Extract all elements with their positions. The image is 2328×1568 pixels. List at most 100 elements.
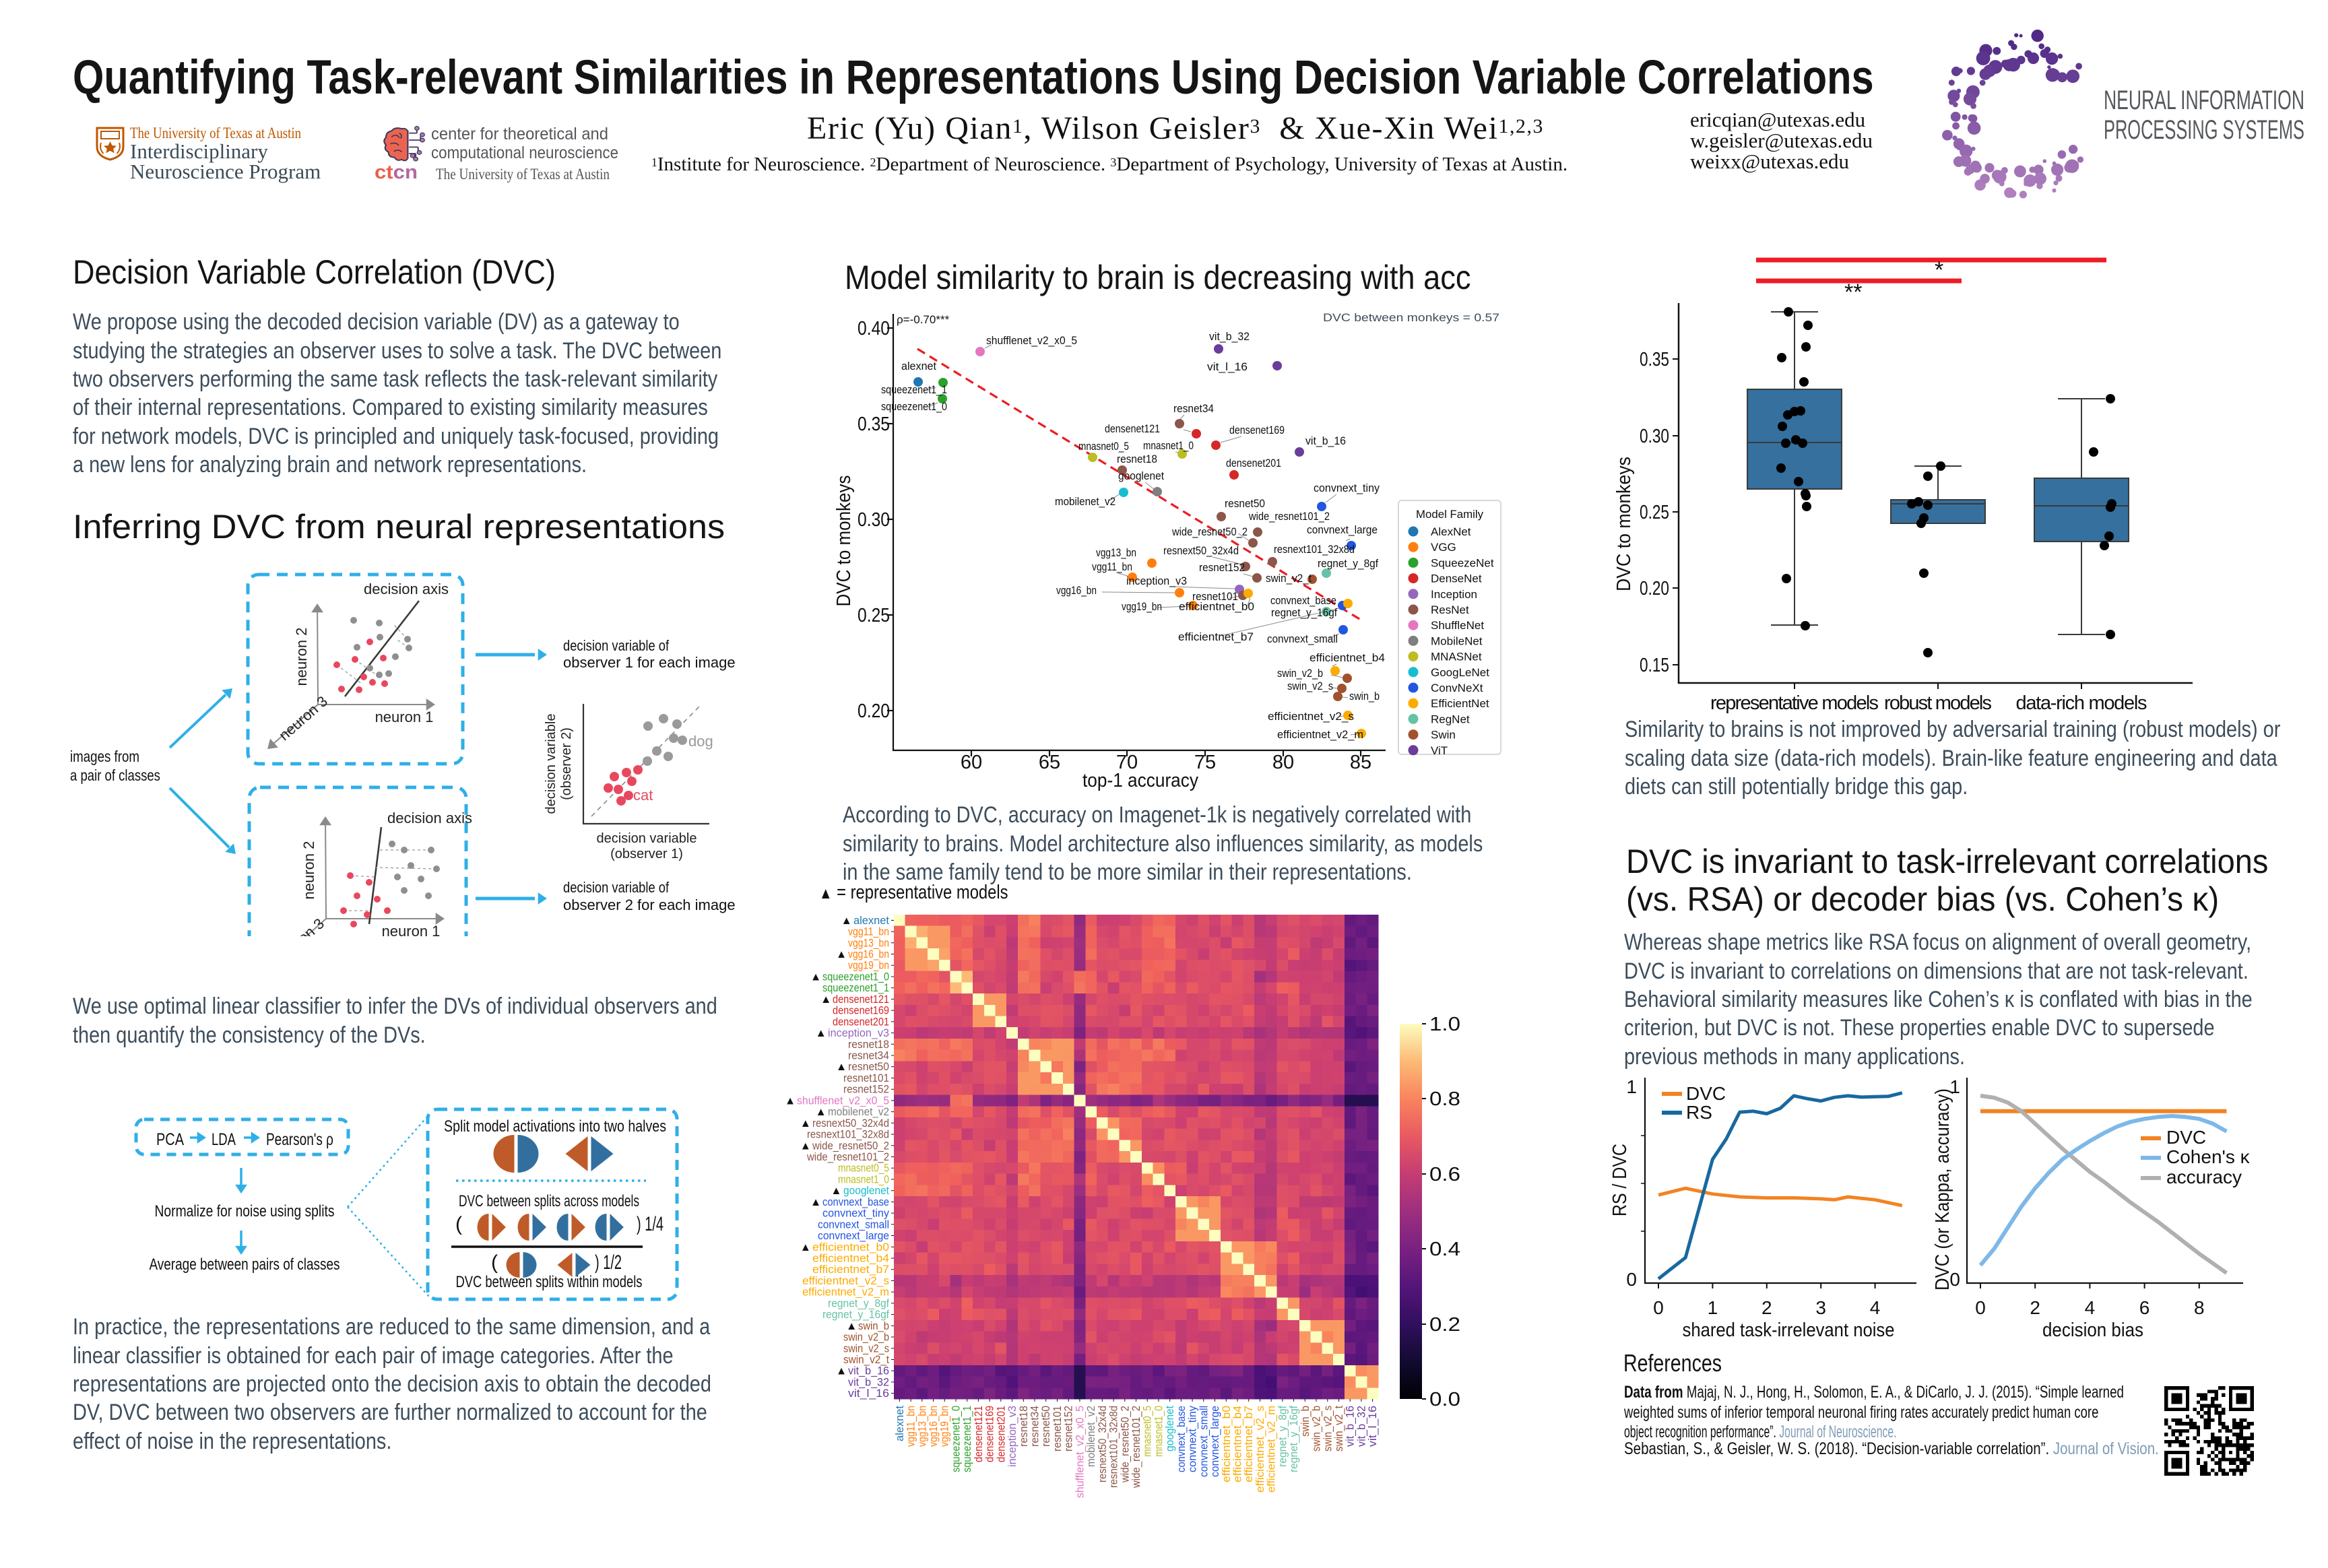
svg-text:densenet121: densenet121 [973,1406,985,1462]
svg-text:ShuffleNet: ShuffleNet [1431,619,1484,632]
svg-text:resnet18: resnet18 [1117,453,1157,465]
svg-text:decision axis: decision axis [387,810,472,826]
svg-text:6: 6 [2139,1297,2150,1318]
svg-text:alexnet: alexnet [894,1406,906,1441]
svg-text:efficientnet_b7: efficientnet_b7 [812,1264,889,1276]
svg-text:swin_v2_s: swin_v2_s [1287,680,1333,692]
svg-text:resnet152: resnet152 [1199,561,1245,574]
svg-text:vgg11_bn: vgg11_bn [848,926,889,938]
svg-text:1.0: 1.0 [1429,1014,1460,1035]
svg-text:densenet169: densenet169 [984,1406,996,1462]
svg-text:vgg16_bn: vgg16_bn [848,948,889,960]
svg-text:▲: ▲ [820,993,831,1006]
svg-text:(observer 2): (observer 2) [559,727,574,800]
svg-text:NEURAL INFORMATION: NEURAL INFORMATION [2104,86,2304,115]
svg-text:efficientnet_v2_m: efficientnet_v2_m [802,1286,889,1299]
svg-text:convnext_large: convnext_large [1307,523,1378,536]
svg-text:inception_v3: inception_v3 [1126,575,1187,587]
svg-text:neuron 1: neuron 1 [375,709,434,725]
svg-text:convnext_tiny: convnext_tiny [1187,1405,1199,1472]
svg-text:vit_b_16: vit_b_16 [848,1365,889,1377]
svg-text:efficientnet_v2_s: efficientnet_v2_s [1268,710,1354,723]
svg-text:vgg19_bn: vgg19_bn [939,1406,951,1447]
svg-text:0.20: 0.20 [858,700,890,722]
svg-text:convnext_small: convnext_small [1267,632,1338,645]
svg-text:efficientnet_b0: efficientnet_b0 [1221,1406,1233,1482]
svg-text:▲: ▲ [836,1365,847,1377]
svg-text:squeezenet1_1: squeezenet1_1 [961,1406,973,1472]
svg-text:efficientnet_b4: efficientnet_b4 [1232,1406,1244,1482]
svg-text:densenet121: densenet121 [1105,422,1160,435]
svg-text:mnasnet1_0: mnasnet1_0 [1143,439,1194,452]
svg-text:0.35: 0.35 [858,414,890,435]
svg-text:SqueezeNet: SqueezeNet [1431,556,1494,569]
svg-text:vgg11_bn: vgg11_bn [905,1406,917,1447]
svg-text:vgg19_bn: vgg19_bn [1122,600,1162,613]
svg-text:vit_b_16: vit_b_16 [1345,1406,1357,1447]
svg-text:resnext50_32x4d: resnext50_32x4d [812,1117,889,1130]
svg-text:The University of Texas at Aus: The University of Texas at Austin [130,125,301,141]
svg-text:vit_b_32: vit_b_32 [848,1376,889,1388]
svg-text:ResNet: ResNet [1431,603,1469,616]
svg-text:vit_l_16: vit_l_16 [1367,1406,1379,1447]
svg-text:computational neuroscience: computational neuroscience [431,143,618,162]
svg-text:RS / DVC: RS / DVC [1609,1144,1631,1216]
svg-text:resnet152: resnet152 [843,1084,889,1096]
svg-text:) 1/4: ) 1/4 [637,1213,664,1235]
svg-text:densenet169: densenet169 [1229,424,1285,436]
svg-text:efficientnet_b0: efficientnet_b0 [812,1241,889,1253]
svg-text:85: 85 [1350,752,1371,773]
svg-text:resnet34: resnet34 [1173,402,1214,415]
svg-text:squeezenet1_0: squeezenet1_0 [822,971,889,983]
svg-text:shufflenet_v2_x0_5: shufflenet_v2_x0_5 [986,334,1077,347]
svg-text:neuron 3: neuron 3 [276,692,331,744]
svg-text:vit_l_16: vit_l_16 [1207,360,1248,373]
svg-text:top-1 accuracy: top-1 accuracy [1082,770,1198,791]
svg-text:convnext_large: convnext_large [1209,1406,1221,1477]
svg-text:wide_resnet50_2: wide_resnet50_2 [1171,525,1248,538]
svg-text:efficientnet_b7: efficientnet_b7 [1178,630,1254,643]
svg-text:resnet50: resnet50 [1225,497,1265,510]
svg-text:mnasnet1_0: mnasnet1_0 [838,1173,889,1185]
svg-text:2: 2 [1761,1297,1772,1318]
svg-text:DVC to monkeys: DVC to monkeys [1613,457,1635,591]
svg-text:neuron 3: neuron 3 [272,915,327,936]
svg-text:vgg16_bn: vgg16_bn [928,1406,940,1447]
svg-text:wide_resnet101_2: wide_resnet101_2 [1248,510,1330,523]
svg-text:PCA: PCA [156,1130,184,1149]
svg-text:resnext50_32x4d: resnext50_32x4d [1163,544,1239,557]
svg-text:0.25: 0.25 [858,605,890,626]
svg-text:densenet201: densenet201 [833,1016,889,1028]
svg-text:swin_v2_s: swin_v2_s [843,1342,889,1354]
svg-text:regnet_y_16gf: regnet_y_16gf [1271,606,1337,619]
svg-text:RS: RS [1686,1102,1712,1123]
svg-text:0.25: 0.25 [1640,502,1669,523]
svg-text:75: 75 [1194,752,1216,773]
svg-text:70: 70 [1116,752,1138,773]
svg-text:▲: ▲ [846,1320,857,1332]
svg-text:DVC to monkeys: DVC to monkeys [835,476,855,607]
svg-text:efficientnet_b4: efficientnet_b4 [812,1253,889,1265]
svg-text:convnext_base: convnext_base [1175,1406,1188,1472]
svg-text:convnext_base: convnext_base [822,1196,889,1208]
svg-text:0.30: 0.30 [858,509,890,531]
svg-text:vgg16_bn: vgg16_bn [1056,584,1097,597]
svg-text:DVC between splits within mode: DVC between splits within models [456,1273,643,1291]
svg-text:Inception: Inception [1431,588,1477,601]
svg-text:convnext_tiny: convnext_tiny [822,1208,890,1220]
svg-text:decision variable: decision variable [544,714,558,814]
svg-text:densenet201: densenet201 [1226,457,1281,469]
svg-text:▲: ▲ [836,1061,847,1073]
svg-text:DVC between monkeys = 0.57: DVC between monkeys = 0.57 [1323,311,1499,324]
svg-text:▲: ▲ [836,948,847,960]
svg-text:swin_v2_b: swin_v2_b [1277,667,1323,680]
svg-text:regnet_y_8gf: regnet_y_8gf [1318,557,1378,570]
svg-text:inception_v3: inception_v3 [1006,1406,1019,1467]
svg-text:resnet18: resnet18 [1018,1406,1030,1447]
svg-text:vgg13_bn: vgg13_bn [848,937,889,949]
svg-text:▲: ▲ [810,971,821,983]
svg-text:GoogLeNet: GoogLeNet [1431,666,1489,679]
svg-text:1: 1 [1708,1297,1718,1318]
svg-text:resnext50_32x4d: resnext50_32x4d [1097,1406,1109,1482]
svg-text:mobilenet_v2: mobilenet_v2 [1085,1406,1097,1467]
